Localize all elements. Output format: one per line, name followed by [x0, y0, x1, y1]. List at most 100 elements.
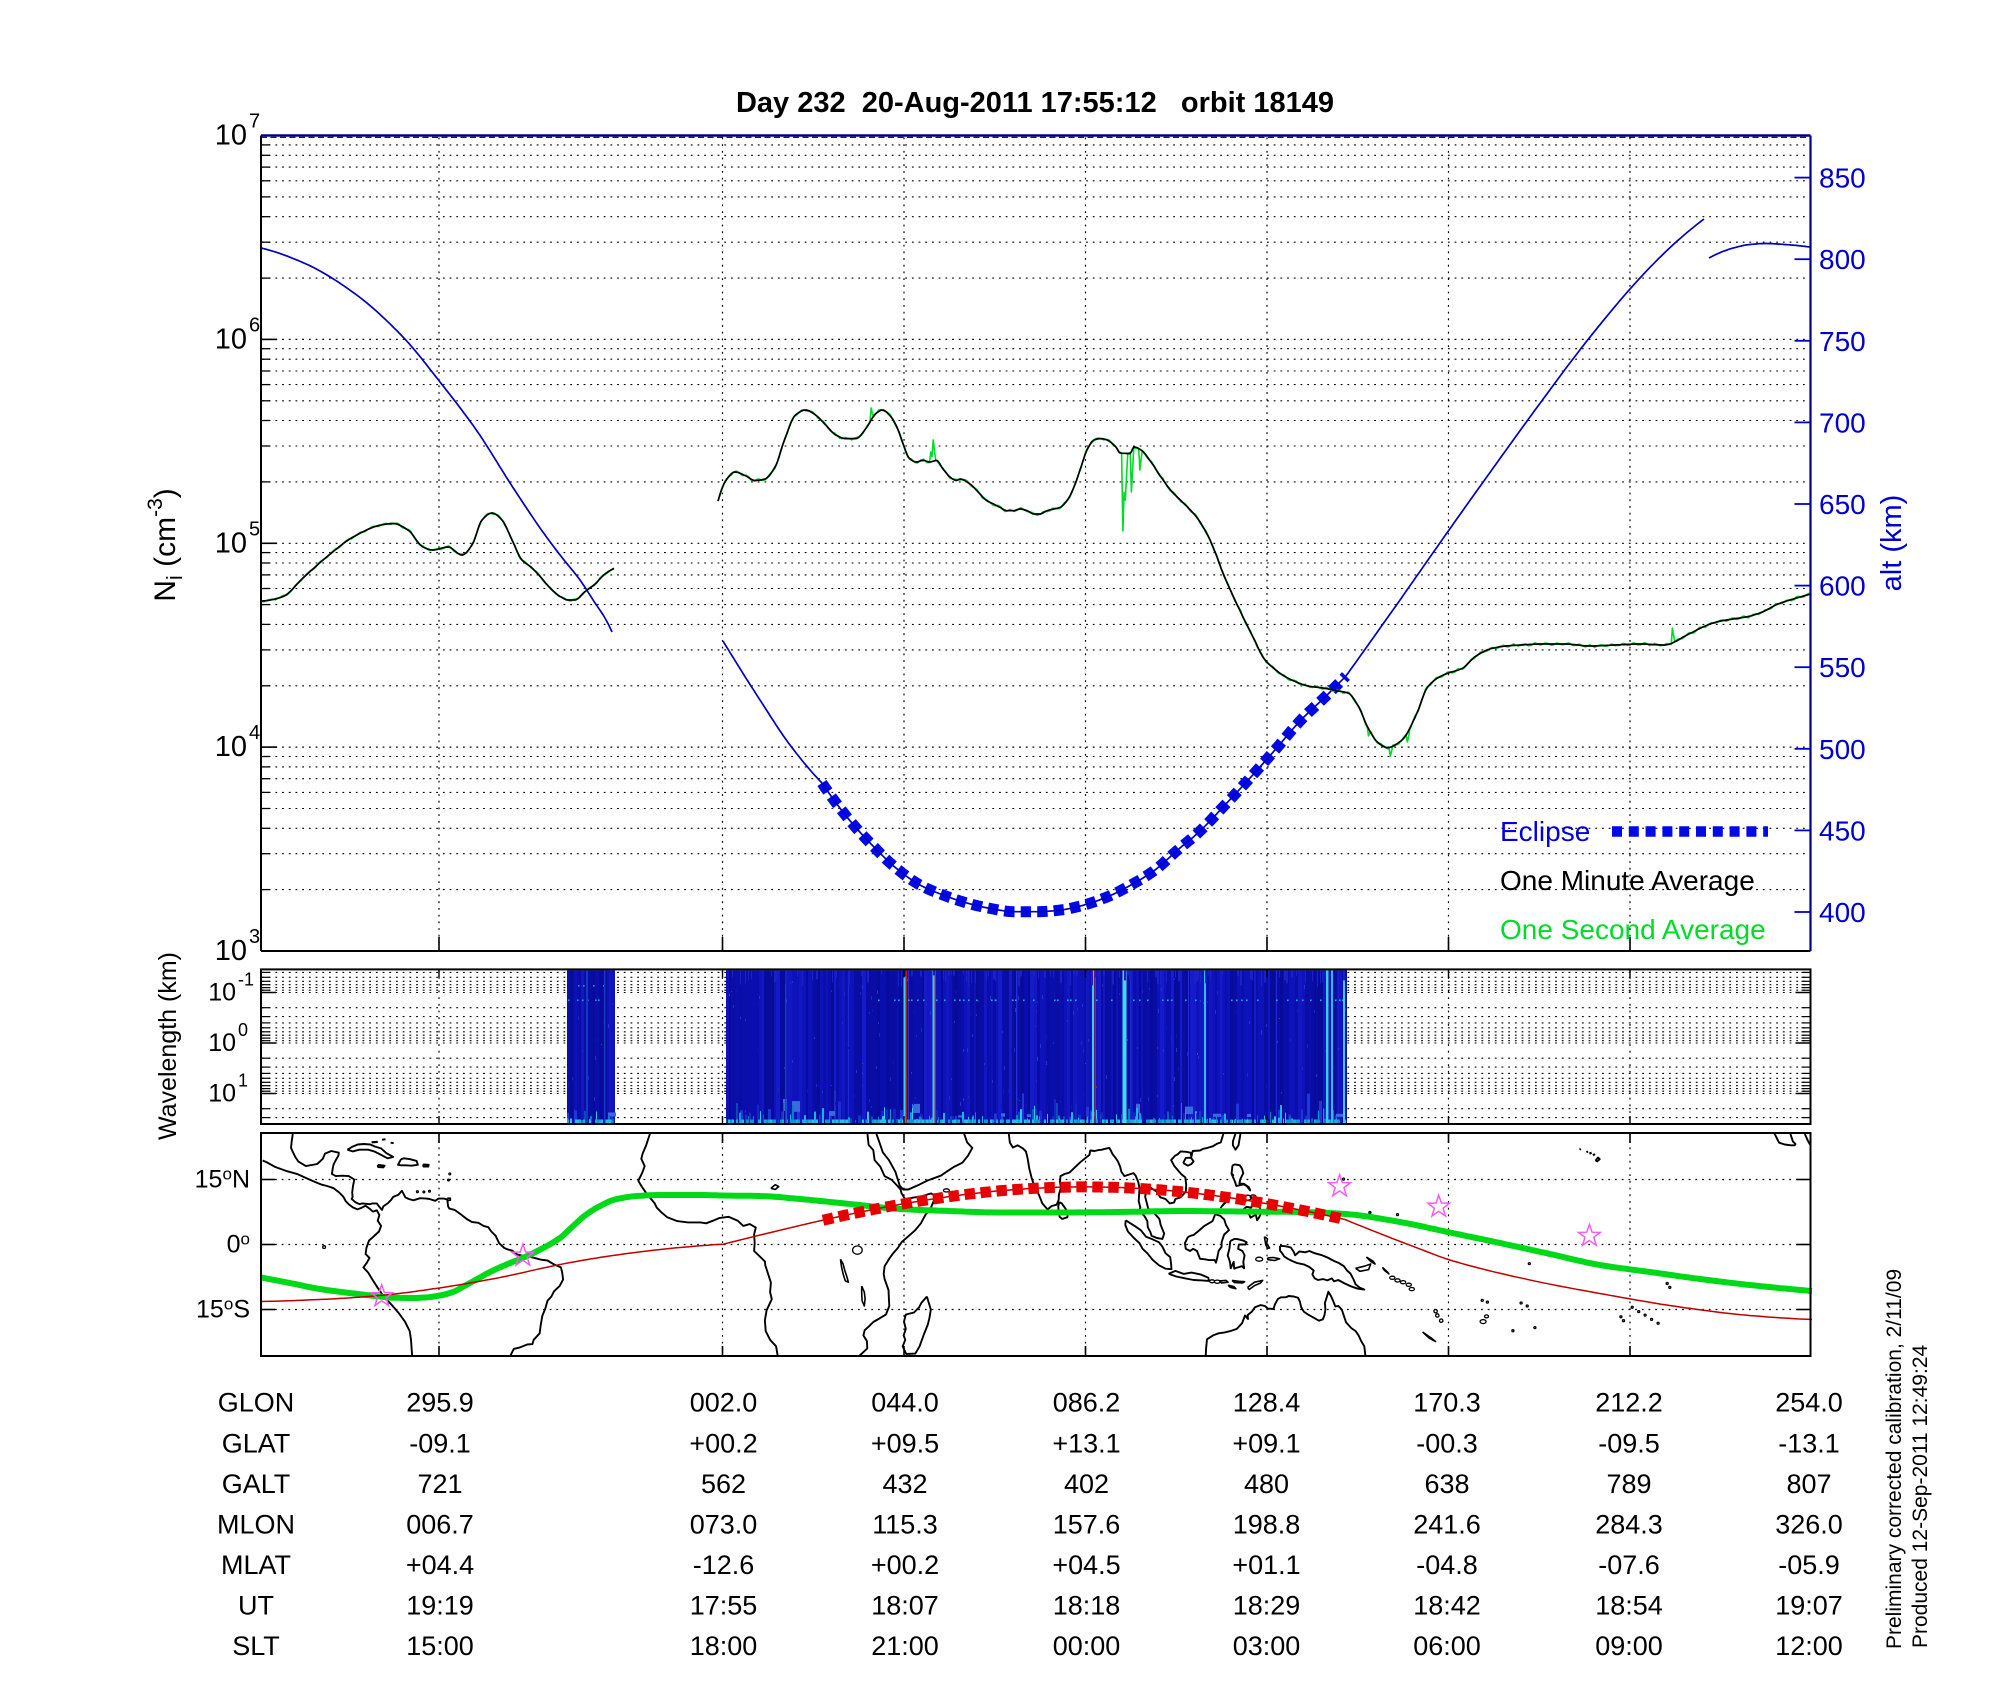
svg-text:750: 750: [1819, 326, 1866, 357]
svg-text:+09.5: +09.5: [871, 1428, 939, 1458]
svg-text:198.8: 198.8: [1233, 1509, 1301, 1539]
svg-text:638: 638: [1424, 1469, 1469, 1499]
svg-text:-00.3: -00.3: [1416, 1428, 1478, 1458]
svg-text:Preliminary corrected calibrat: Preliminary corrected calibration, 2/11/…: [1883, 1269, 1906, 1649]
svg-text:One Second Average: One Second Average: [1500, 914, 1766, 945]
svg-text:044.0: 044.0: [871, 1388, 939, 1418]
svg-text:10: 10: [215, 935, 247, 967]
svg-text:4: 4: [249, 722, 260, 744]
svg-text:-05.9: -05.9: [1778, 1550, 1840, 1580]
svg-text:00:00: 00:00: [1053, 1631, 1121, 1661]
svg-text:03:00: 03:00: [1233, 1631, 1301, 1661]
svg-text:09:00: 09:00: [1595, 1631, 1663, 1661]
svg-text:600: 600: [1819, 571, 1866, 602]
svg-text:10: 10: [208, 1029, 236, 1057]
svg-text:-04.8: -04.8: [1416, 1550, 1478, 1580]
svg-text:-09.5: -09.5: [1598, 1428, 1660, 1458]
svg-text:6: 6: [249, 314, 260, 336]
svg-text:1: 1: [238, 1071, 248, 1091]
svg-text:10: 10: [215, 527, 247, 559]
svg-text:alt (km): alt (km): [1876, 495, 1908, 592]
svg-text:157.6: 157.6: [1053, 1509, 1121, 1539]
svg-text:+04.4: +04.4: [406, 1550, 474, 1580]
svg-text:Wavelength (km): Wavelength (km): [154, 952, 182, 1140]
svg-text:480: 480: [1244, 1469, 1289, 1499]
svg-text:212.2: 212.2: [1595, 1388, 1663, 1418]
svg-text:18:42: 18:42: [1413, 1590, 1481, 1620]
svg-text:SLT: SLT: [232, 1631, 280, 1661]
svg-text:241.6: 241.6: [1413, 1509, 1481, 1539]
svg-text:18:07: 18:07: [871, 1590, 939, 1620]
svg-text:Ni (cm-3): Ni (cm-3): [144, 488, 187, 602]
svg-text:-07.6: -07.6: [1598, 1550, 1660, 1580]
svg-text:402: 402: [1064, 1469, 1109, 1499]
svg-text:-13.1: -13.1: [1778, 1428, 1840, 1458]
svg-text:002.0: 002.0: [690, 1388, 758, 1418]
svg-text:+00.2: +00.2: [689, 1428, 757, 1458]
svg-text:550: 550: [1819, 652, 1866, 683]
svg-text:GLAT: GLAT: [222, 1428, 291, 1458]
svg-text:850: 850: [1819, 163, 1866, 194]
svg-text:17:55: 17:55: [690, 1590, 758, 1620]
svg-text:GLON: GLON: [218, 1388, 295, 1418]
svg-text:18:29: 18:29: [1233, 1590, 1301, 1620]
svg-text:MLAT: MLAT: [221, 1550, 291, 1580]
svg-text:18:18: 18:18: [1053, 1590, 1121, 1620]
svg-text:006.7: 006.7: [406, 1509, 474, 1539]
svg-text:10: 10: [215, 731, 247, 763]
svg-text:19:07: 19:07: [1775, 1590, 1843, 1620]
svg-text:10: 10: [208, 1080, 236, 1108]
svg-text:789: 789: [1606, 1469, 1651, 1499]
svg-text:800: 800: [1819, 244, 1866, 275]
svg-text:Day 232 20-Aug-2011 17:55:12: Day 232 20-Aug-2011 17:55:12 orbit 18149: [736, 87, 1334, 119]
svg-text:+13.1: +13.1: [1052, 1428, 1120, 1458]
svg-text:432: 432: [882, 1469, 927, 1499]
svg-text:18:00: 18:00: [690, 1631, 758, 1661]
svg-text:5: 5: [249, 518, 260, 540]
svg-text:15:00: 15:00: [406, 1631, 474, 1661]
svg-text:+00.2: +00.2: [871, 1550, 939, 1580]
svg-text:One Minute Average: One Minute Average: [1500, 865, 1755, 896]
svg-text:-09.1: -09.1: [409, 1428, 471, 1458]
svg-text:18:54: 18:54: [1595, 1590, 1663, 1620]
svg-text:19:19: 19:19: [406, 1590, 474, 1620]
svg-text:295.9: 295.9: [406, 1388, 474, 1418]
svg-text:3: 3: [249, 926, 260, 948]
svg-text:128.4: 128.4: [1233, 1388, 1301, 1418]
svg-text:Produced 12-Sep-2011 12:49:24: Produced 12-Sep-2011 12:49:24: [1909, 1345, 1932, 1648]
svg-text:06:00: 06:00: [1413, 1631, 1481, 1661]
svg-text:UT: UT: [238, 1590, 274, 1620]
svg-text:562: 562: [701, 1469, 746, 1499]
svg-text:086.2: 086.2: [1053, 1388, 1121, 1418]
svg-text:326.0: 326.0: [1775, 1509, 1843, 1539]
svg-text:073.0: 073.0: [690, 1509, 758, 1539]
svg-text:21:00: 21:00: [871, 1631, 939, 1661]
svg-text:10: 10: [215, 120, 247, 152]
svg-text:807: 807: [1786, 1469, 1831, 1499]
svg-text:12:00: 12:00: [1775, 1631, 1843, 1661]
svg-text:700: 700: [1819, 407, 1866, 438]
svg-text:450: 450: [1819, 815, 1866, 846]
svg-text:7: 7: [249, 111, 260, 133]
svg-text:-1: -1: [238, 970, 254, 990]
svg-text:0: 0: [238, 1020, 248, 1040]
svg-text:+01.1: +01.1: [1232, 1550, 1300, 1580]
svg-text:GALT: GALT: [222, 1469, 291, 1499]
svg-text:MLON: MLON: [217, 1509, 295, 1539]
svg-text:400: 400: [1819, 897, 1866, 928]
svg-text:115.3: 115.3: [872, 1509, 938, 1539]
svg-text:500: 500: [1819, 734, 1866, 765]
svg-text:15oS: 15oS: [196, 1295, 250, 1324]
svg-text:+04.5: +04.5: [1052, 1550, 1120, 1580]
svg-text:10: 10: [215, 323, 247, 355]
svg-text:721: 721: [417, 1469, 462, 1499]
svg-text:-12.6: -12.6: [693, 1550, 755, 1580]
svg-text:254.0: 254.0: [1775, 1388, 1843, 1418]
svg-text:284.3: 284.3: [1595, 1509, 1663, 1539]
svg-text:15oN: 15oN: [195, 1165, 250, 1194]
svg-text:170.3: 170.3: [1413, 1388, 1481, 1418]
svg-text:+09.1: +09.1: [1232, 1428, 1300, 1458]
svg-text:650: 650: [1819, 489, 1866, 520]
svg-text:10: 10: [208, 979, 236, 1007]
svg-text:Eclipse: Eclipse: [1500, 816, 1590, 847]
